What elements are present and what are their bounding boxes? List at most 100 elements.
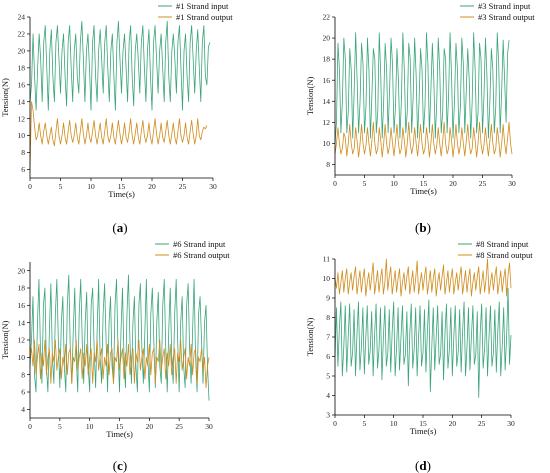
x-tick-label: 5 (362, 419, 366, 428)
panel-caption: (a) (112, 220, 127, 235)
x-tick-label: 20 (449, 179, 457, 188)
x-axis-label: Time(s) (410, 426, 437, 436)
caption-close: ) (123, 458, 127, 473)
panel-caption: (d) (415, 458, 431, 473)
x-tick-label: 5 (58, 422, 62, 431)
y-tick-label: 8 (21, 148, 25, 157)
y-tick-label: 10 (18, 131, 26, 140)
y-tick-label: 11 (323, 255, 330, 264)
y-axis-label: Tension(N) (0, 321, 10, 360)
y-tick-label: 5 (326, 372, 330, 381)
y-tick-label: 12 (18, 336, 26, 345)
y-tick-label: 7 (326, 333, 330, 342)
y-tick-label: 20 (18, 266, 26, 275)
legend: #3 Strand input#3 Strand output (460, 1, 535, 22)
caption-close: ) (427, 220, 431, 235)
chart-panel-b: 0 5 10 15 20 25 30 8 10 12 14 16 18 20 22 Time(s) Tensio… (305, 1, 535, 235)
y-tick-label: 18 (18, 284, 26, 293)
x-tick-label: 15 (118, 182, 126, 191)
x-tick-label: 20 (449, 419, 457, 428)
chart-panel-d: 0 5 10 15 20 25 30 3 4 5 6 7 8 9 10 11 Time(s) Tension(N)… (305, 239, 533, 473)
legend-label-output: #6 Strand output (173, 250, 230, 260)
x-tick-label: 15 (419, 419, 427, 428)
series-line-input (334, 287, 512, 398)
series-line-input (29, 20, 211, 111)
y-tick-label: 20 (323, 34, 331, 43)
x-tick-label: 0 (28, 422, 32, 431)
y-tick-label: 18 (323, 55, 331, 64)
series-line-input (29, 274, 210, 401)
caption-close: ) (427, 458, 431, 473)
caption-open: ( (113, 458, 117, 473)
y-tick-label: 18 (18, 63, 26, 72)
x-tick-label: 0 (28, 182, 32, 191)
y-tick-label: 14 (323, 97, 331, 106)
y-axis-label: Tension(N) (305, 77, 315, 116)
y-tick-label: 20 (18, 46, 26, 55)
y-tick-label: 6 (21, 388, 25, 397)
panel-caption: (c) (113, 458, 127, 473)
legend: #8 Strand input#8 Strand output (458, 239, 533, 260)
y-tick-label: 6 (21, 165, 25, 174)
legend-label-output: #8 Strand output (476, 250, 533, 260)
y-tick-label: 16 (323, 76, 331, 85)
legend-label-input: #8 Strand input (476, 239, 529, 249)
x-tick-label: 20 (148, 182, 156, 191)
x-axis-label: Time(s) (108, 189, 135, 199)
x-tick-label: 0 (333, 419, 337, 428)
y-tick-label: 4 (326, 391, 330, 400)
x-tick-label: 10 (390, 419, 398, 428)
y-axis-label: Tension(N) (0, 78, 10, 117)
y-tick-label: 12 (18, 114, 26, 123)
chart-panel-c: 0 5 10 15 20 25 30 4 6 8 10 12 14 16 18 20 Time(s) Tensio… (0, 239, 230, 473)
x-tick-label: 25 (175, 422, 183, 431)
x-tick-label: 10 (86, 422, 94, 431)
y-tick-label: 10 (323, 139, 331, 148)
y-tick-label: 22 (18, 30, 26, 39)
legend: #6 Strand input#6 Strand output (155, 239, 230, 260)
y-tick-label: 22 (323, 13, 331, 22)
caption-letter: b (419, 220, 426, 235)
y-axis-label: Tension(N) (305, 318, 315, 357)
x-tick-label: 25 (179, 182, 187, 191)
x-tick-label: 30 (507, 419, 515, 428)
y-tick-label: 9 (326, 294, 330, 303)
x-tick-label: 5 (363, 179, 367, 188)
y-tick-label: 12 (323, 118, 331, 127)
y-tick-label: 8 (326, 160, 330, 169)
caption-open: ( (415, 458, 419, 473)
caption-letter: a (117, 220, 124, 235)
y-tick-label: 6 (326, 352, 330, 361)
caption-open: ( (112, 220, 116, 235)
x-tick-label: 25 (478, 419, 486, 428)
caption-letter: c (117, 458, 123, 473)
x-tick-label: 10 (390, 179, 398, 188)
y-tick-label: 8 (326, 313, 330, 322)
caption-close: ) (123, 220, 127, 235)
x-tick-label: 30 (205, 422, 213, 431)
x-tick-label: 5 (59, 182, 63, 191)
legend-label-output: #3 Strand output (478, 12, 535, 22)
series-line-input (334, 32, 510, 144)
x-tick-label: 30 (508, 179, 516, 188)
chart-panel-a: 0 5 10 15 20 25 30 6 8 10 12 14 16 18 20 22 24 Time(s) Ten… (0, 1, 233, 235)
x-axis-label: Time(s) (106, 429, 133, 439)
caption-open: ( (415, 220, 419, 235)
x-tick-label: 15 (420, 179, 428, 188)
x-tick-label: 25 (479, 179, 487, 188)
y-tick-label: 3 (326, 411, 330, 420)
series-line-output (334, 121, 513, 158)
series-line-output (29, 339, 210, 389)
x-tick-label: 10 (87, 182, 95, 191)
x-tick-label: 0 (333, 179, 337, 188)
legend-label-output: #1 Strand output (176, 12, 233, 22)
legend-label-input: #6 Strand input (173, 239, 226, 249)
y-tick-label: 14 (18, 318, 26, 327)
series-line-output (29, 101, 208, 170)
caption-letter: d (419, 458, 427, 473)
y-tick-label: 16 (18, 80, 26, 89)
legend-label-input: #1 Strand input (176, 1, 229, 11)
y-tick-label: 8 (21, 370, 25, 379)
y-tick-label: 16 (18, 301, 26, 310)
